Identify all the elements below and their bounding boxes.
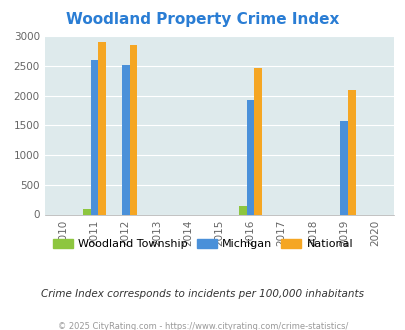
Bar bbox=[90, 60, 98, 214]
Bar bbox=[238, 206, 246, 214]
Legend: Woodland Township, Michigan, National: Woodland Township, Michigan, National bbox=[48, 234, 357, 253]
Bar bbox=[339, 121, 347, 214]
Text: Woodland Property Crime Index: Woodland Property Crime Index bbox=[66, 12, 339, 26]
Text: © 2025 CityRating.com - https://www.cityrating.com/crime-statistics/: © 2025 CityRating.com - https://www.city… bbox=[58, 322, 347, 330]
Bar bbox=[98, 42, 106, 215]
Text: Crime Index corresponds to incidents per 100,000 inhabitants: Crime Index corresponds to incidents per… bbox=[41, 289, 364, 299]
Bar bbox=[246, 100, 254, 214]
Bar bbox=[83, 209, 90, 214]
Bar bbox=[129, 45, 137, 214]
Bar bbox=[254, 68, 262, 215]
Bar bbox=[347, 90, 355, 214]
Bar bbox=[122, 65, 129, 214]
